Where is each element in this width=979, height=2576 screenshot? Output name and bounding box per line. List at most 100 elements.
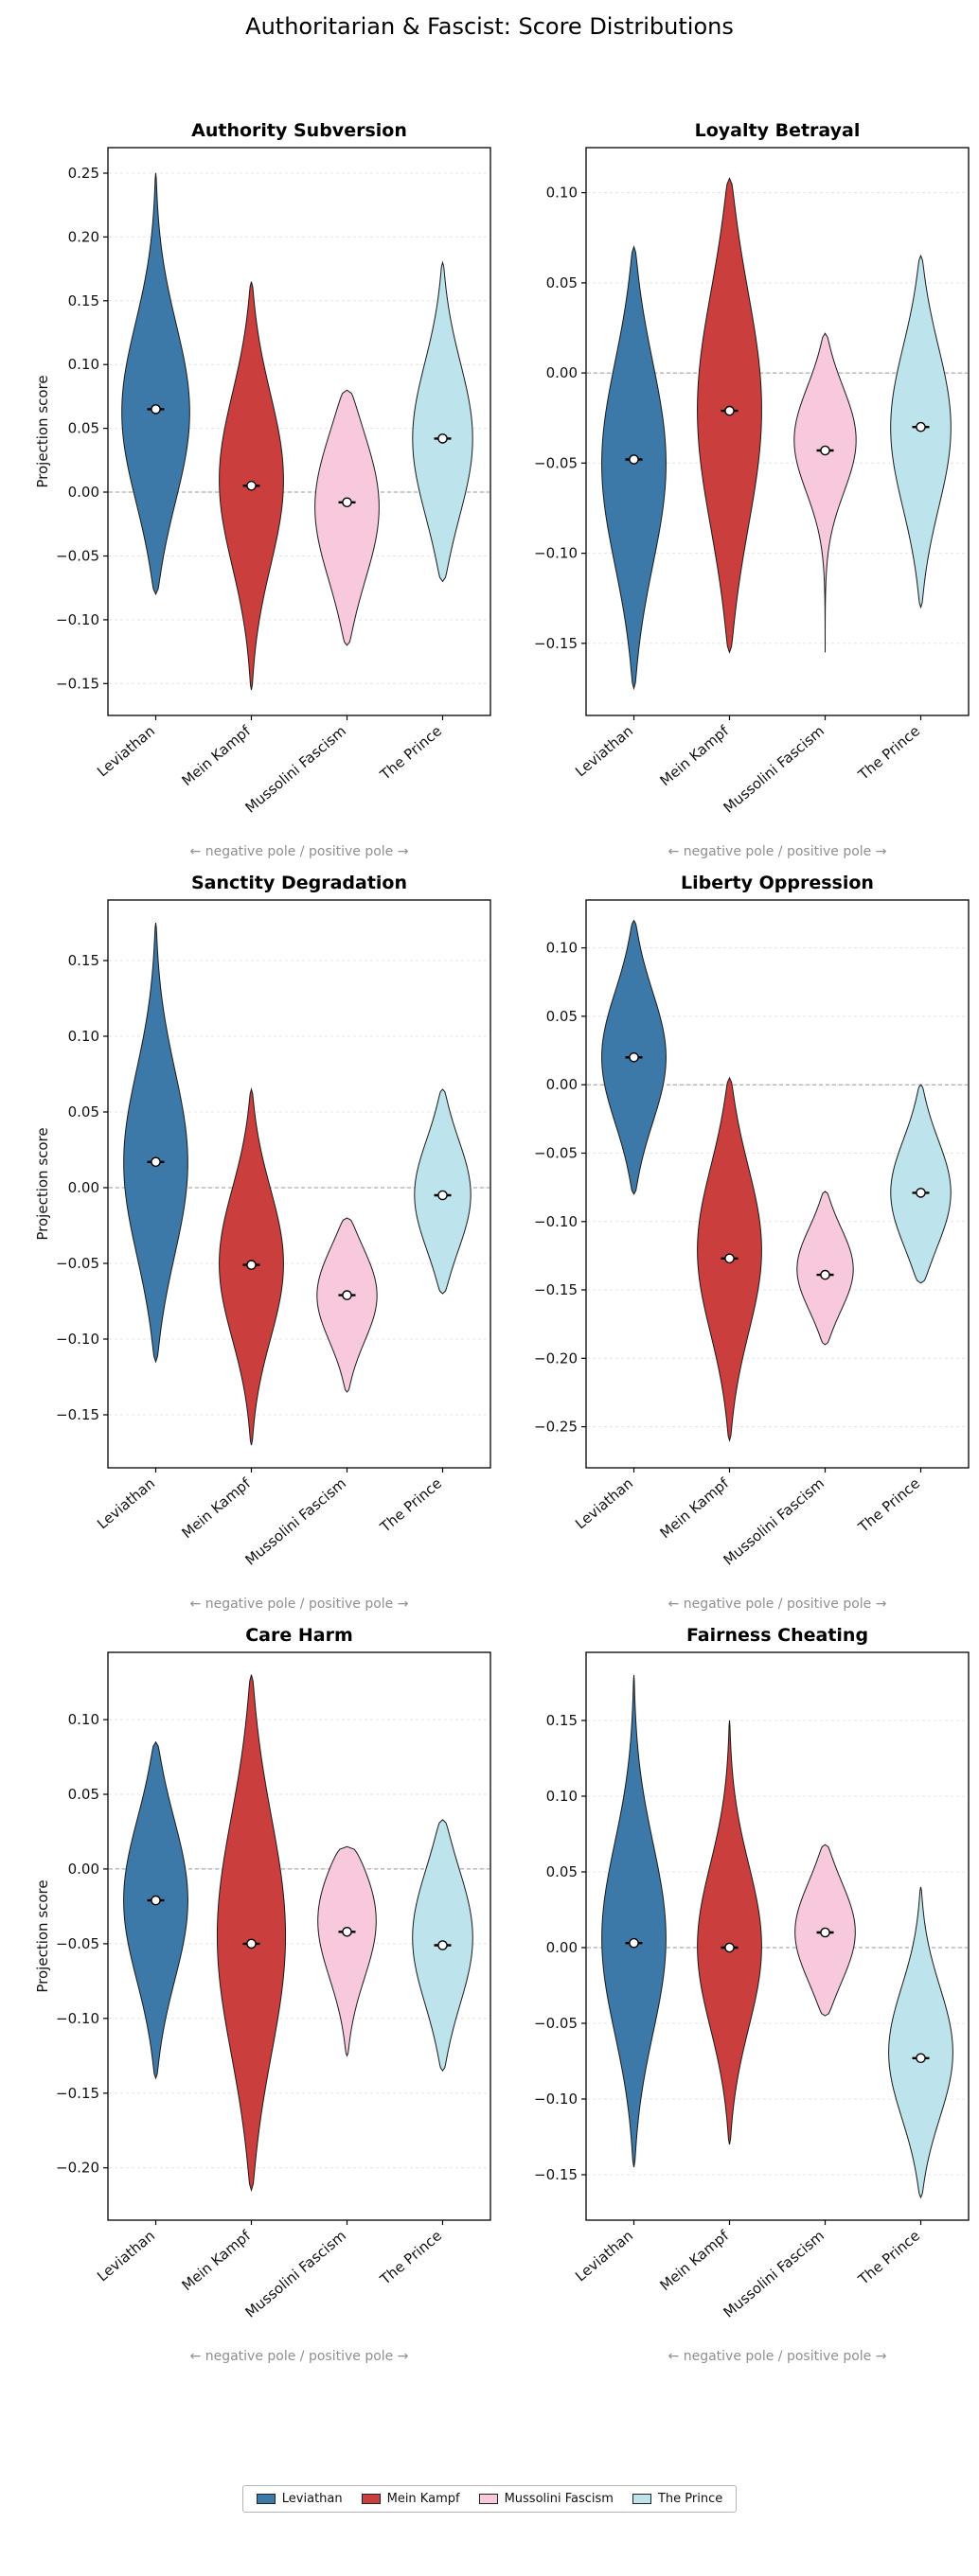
y-tick-label: −0.10 (534, 2091, 578, 2108)
x-tick-label-mein-kampf: Mein Kampf (656, 2226, 732, 2293)
y-tick-label: −0.10 (56, 610, 99, 627)
median-dot-the-prince (437, 1939, 448, 1950)
pole-caption: ← negative pole / positive pole → (190, 844, 409, 859)
x-tick-label-mussolini-fascism: Mussolini Fascism (242, 1474, 350, 1568)
y-tick-label: 0.00 (68, 1179, 99, 1196)
subplot-title: Authority Subversion (191, 120, 407, 141)
subplot-fairness-cheating: −0.15 −0.10 −0.05 0.00 0.05 0.10 0.15 Leviathan… (534, 1625, 970, 2364)
pole-caption: ← negative pole / positive pole → (190, 1597, 409, 1612)
y-tick-label: 0.05 (68, 1103, 99, 1120)
violin-mussolini-fascism (317, 1845, 377, 2057)
x-tick-label-the-prince: The Prince (854, 722, 923, 784)
y-tick-label: −0.15 (534, 634, 578, 651)
plot-frame (585, 1650, 970, 2221)
y-tick-label: 0.20 (68, 228, 99, 245)
x-tick-label-leviathan: Leviathan (572, 722, 636, 780)
y-tick-label: 0.15 (68, 291, 99, 309)
y-tick-label: 0.15 (546, 1712, 578, 1729)
legend-item-leviathan: Leviathan (256, 2491, 343, 2506)
y-tick-label: −0.15 (534, 1281, 578, 1298)
legend-item-mussolini-fascism: Mussolini Fascism (478, 2491, 614, 2506)
y-tick-label: 0.00 (546, 1076, 578, 1093)
y-tick-label: 0.00 (546, 364, 578, 381)
median-dot-leviathan (629, 1937, 639, 1949)
plot-frame (585, 146, 970, 716)
violin-mussolini-fascism (796, 1190, 854, 1346)
legend-label: The Prince (657, 2491, 723, 2506)
median-dot-mein-kampf (724, 1253, 735, 1263)
y-tick-label: −0.10 (56, 2009, 99, 2026)
legend-label: Mein Kampf (386, 2491, 460, 2506)
subplot-care-harm: −0.20 −0.15 −0.10 −0.05 0.00 0.05 0.10 Leviatha… (34, 1625, 491, 2364)
median-dot-the-prince (437, 432, 448, 444)
x-tick-label-mein-kampf: Mein Kampf (178, 721, 254, 788)
y-tick-label: −0.10 (534, 1212, 578, 1229)
legend-swatch-mussolini-fascism (478, 2493, 498, 2504)
y-tick-label: 0.10 (68, 1028, 99, 1045)
y-axis-label: Projection score (34, 1879, 51, 1992)
y-tick-label: 0.25 (68, 165, 99, 182)
legend-item-mein-kampf: Mein Kampf (361, 2491, 460, 2506)
y-tick-label: 0.05 (546, 273, 578, 291)
y-tick-label: −0.10 (534, 544, 578, 561)
median-dot-the-prince (437, 1190, 448, 1200)
y-tick-label: −0.20 (534, 1350, 578, 1367)
median-dot-the-prince (916, 1187, 926, 1198)
subplot-title: Fairness Cheating (686, 1625, 868, 1646)
legend-label: Leviathan (281, 2491, 343, 2506)
violin-mussolini-fascism (314, 389, 380, 646)
legend-label: Mussolini Fascism (504, 2491, 614, 2506)
y-tick-label: −0.05 (56, 1255, 99, 1272)
y-tick-label: 0.10 (546, 1788, 578, 1805)
y-tick-label: 0.10 (546, 939, 578, 956)
x-tick-label-leviathan: Leviathan (94, 1474, 158, 1532)
y-tick-label: −0.05 (534, 454, 578, 471)
plot-frame (585, 898, 970, 1469)
violin-leviathan (123, 1740, 188, 2080)
x-tick-label-mussolini-fascism: Mussolini Fascism (721, 1474, 828, 1568)
y-tick-label: 0.10 (68, 1711, 99, 1728)
violin-mussolini-fascism (316, 1217, 378, 1393)
pole-caption: ← negative pole / positive pole → (668, 844, 887, 859)
subplot-loyalty-betrayal: −0.15 −0.10 −0.05 0.00 0.05 0.10 Leviathan Mein… (534, 120, 970, 859)
y-tick-label: −0.20 (56, 2159, 99, 2176)
violin-the-prince (888, 1886, 953, 2198)
violin-mein-kampf (697, 1720, 762, 2144)
subplot-title: Care Harm (245, 1625, 353, 1646)
y-tick-label: −0.05 (534, 2015, 578, 2032)
x-tick-label-leviathan: Leviathan (94, 722, 158, 780)
y-tick-label: −0.15 (56, 2084, 99, 2101)
median-dot-leviathan (151, 403, 161, 415)
x-tick-label-mein-kampf: Mein Kampf (656, 721, 732, 788)
x-tick-label-mussolini-fascism: Mussolini Fascism (242, 2227, 350, 2320)
median-dot-mein-kampf (246, 480, 257, 491)
y-tick-label: 0.05 (68, 1786, 99, 1803)
y-tick-label: 0.10 (546, 184, 578, 201)
violin-mussolini-fascism (793, 331, 857, 652)
violin-leviathan (123, 922, 188, 1364)
pole-caption: ← negative pole / positive pole → (668, 1597, 887, 1612)
median-dot-the-prince (916, 2053, 926, 2063)
median-dot-mein-kampf (724, 405, 735, 415)
violin-leviathan (601, 1674, 667, 2167)
median-dot-the-prince (916, 421, 926, 432)
y-axis-label: Projection score (34, 375, 51, 487)
page-title: Authoritarian & Fascist: Score Distribut… (245, 13, 734, 40)
y-tick-label: −0.10 (56, 1331, 99, 1348)
x-tick-label-mussolini-fascism: Mussolini Fascism (721, 2227, 828, 2320)
subplot-liberty-oppression: −0.25 −0.20 −0.15 −0.10 −0.05 0.00 0.05 0.10 Lev… (534, 873, 970, 1612)
x-tick-label-mein-kampf: Mein Kampf (178, 1473, 254, 1541)
median-dot-mussolini-fascism (820, 445, 830, 455)
x-tick-label-the-prince: The Prince (854, 1474, 923, 1536)
violin-leviathan (121, 172, 190, 595)
subplot-title: Liberty Oppression (681, 873, 874, 893)
median-dot-leviathan (629, 1051, 639, 1063)
y-tick-label: −0.15 (56, 1406, 99, 1423)
y-tick-label: 0.00 (68, 484, 99, 501)
x-tick-label-mein-kampf: Mein Kampf (656, 1473, 732, 1541)
violin-mein-kampf (216, 1674, 287, 2192)
y-tick-label: 0.00 (546, 1939, 578, 1956)
median-dot-mussolini-fascism (342, 497, 352, 507)
median-dot-mein-kampf (246, 1259, 257, 1270)
x-tick-label-the-prince: The Prince (854, 2227, 923, 2288)
